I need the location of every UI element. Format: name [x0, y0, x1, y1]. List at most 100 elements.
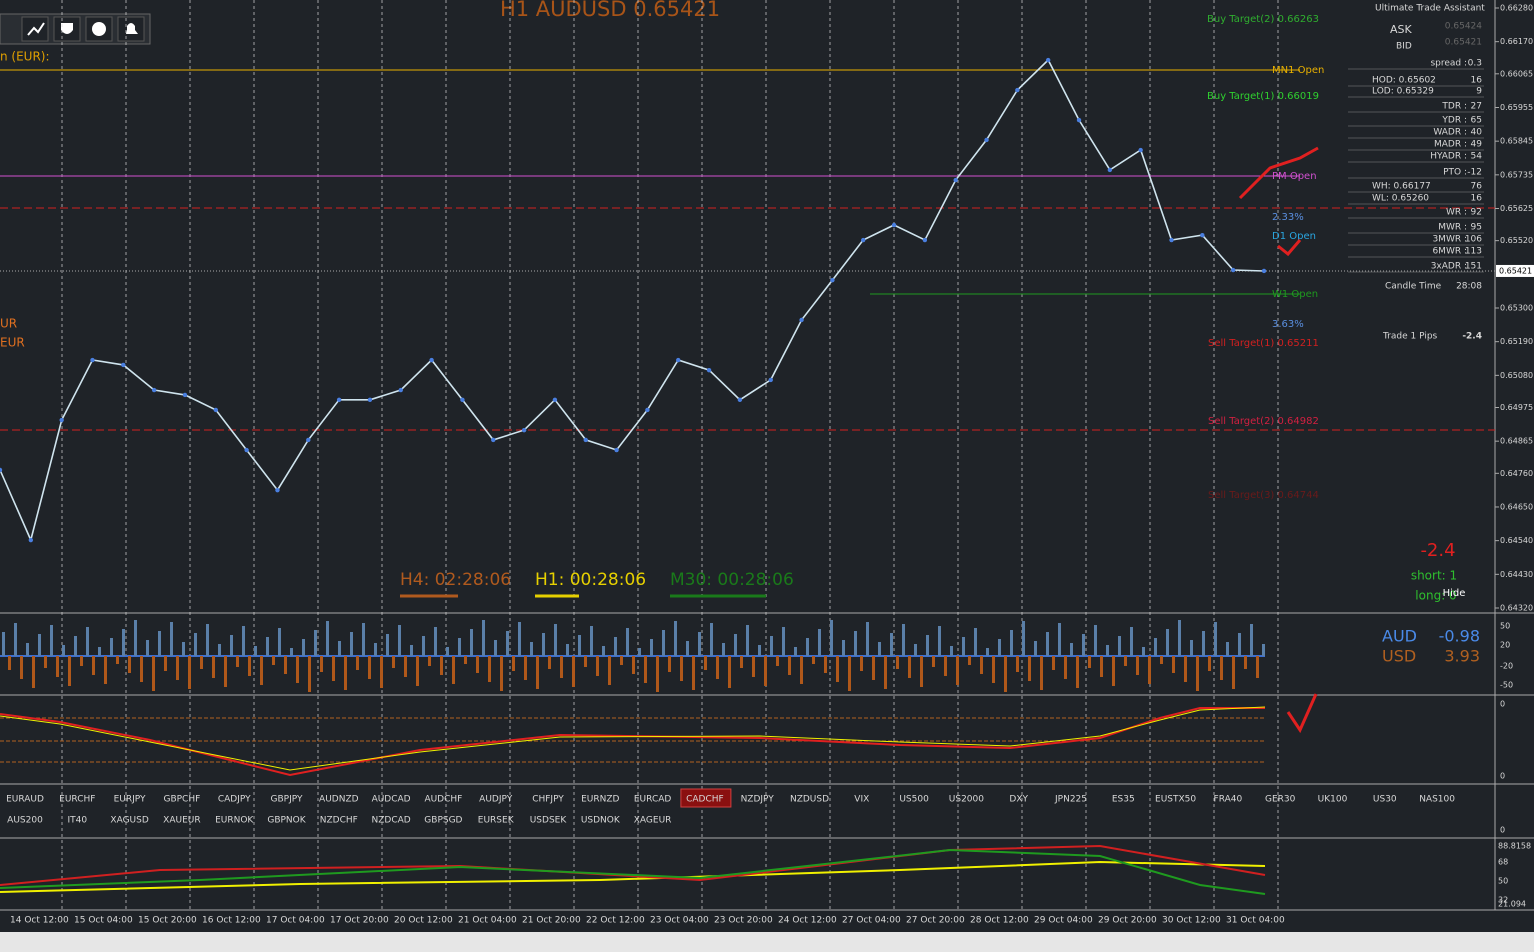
stat-value: 16: [1471, 76, 1483, 86]
symbol-button[interactable]: XAGEUR: [634, 816, 672, 826]
annotation-deco: [1286, 693, 1318, 734]
y-tick-label: 0.65520: [1500, 236, 1533, 245]
hist-bar-deco: [326, 621, 329, 656]
symbol-button[interactable]: ES35: [1112, 795, 1135, 805]
hist-bar-deco: [896, 656, 899, 669]
symbol-button[interactable]: GBPSGD: [424, 816, 462, 826]
symbol-button[interactable]: CADCHF: [686, 795, 724, 805]
symbol-button[interactable]: EURNZD: [581, 795, 619, 805]
symbol-button[interactable]: NZDCAD: [371, 816, 410, 826]
grid: 14 Oct 12:00 15 Oct 04:00 15 Oct 20:00 16 O…: [10, 0, 1285, 926]
symbol-button[interactable]: IT40: [67, 816, 87, 826]
stat-value: -12: [1467, 168, 1482, 178]
hist-bar-deco: [686, 641, 689, 656]
symbol-button[interactable]: AUDNZD: [319, 795, 359, 805]
hist-bar-deco: [662, 630, 665, 656]
hist-bar-deco: [368, 656, 371, 679]
hist-bar-deco: [266, 637, 269, 656]
hide-button[interactable]: Hide: [1443, 588, 1466, 599]
symbol-button[interactable]: AUDCAD: [372, 795, 411, 805]
level-label: PM Open: [1272, 171, 1317, 182]
hist-bar-deco: [812, 656, 815, 664]
hist-bar-deco: [416, 656, 419, 686]
time-label: 24 Oct 12:00: [778, 916, 837, 926]
symbol-button[interactable]: VIX: [854, 795, 869, 805]
hist-bar-deco: [764, 656, 767, 686]
y-tick-label: 0.65300: [1500, 304, 1533, 313]
symbol-button[interactable]: CHFJPY: [532, 795, 564, 805]
hist-bar-deco: [1238, 633, 1241, 656]
symbol-button[interactable]: UK100: [1318, 795, 1348, 805]
hist-bar-deco: [752, 656, 755, 677]
symbol-button[interactable]: USDSEK: [530, 816, 568, 826]
symbol-button[interactable]: US30: [1373, 795, 1397, 805]
symbol-button[interactable]: JPN225: [1054, 795, 1087, 805]
hist-bar-deco: [878, 642, 881, 656]
symbol-button[interactable]: XAUEUR: [163, 816, 200, 826]
time-label: 15 Oct 20:00: [138, 916, 197, 926]
stat-value: 40: [1471, 128, 1483, 138]
symbol-button[interactable]: NAS100: [1419, 795, 1455, 805]
symbol-button[interactable]: DXY: [1009, 795, 1028, 805]
hist-bar-deco: [710, 623, 713, 656]
symbol-button[interactable]: XAGUSD: [110, 816, 148, 826]
hist-bar-deco: [572, 656, 575, 687]
hist-bar-deco: [224, 656, 227, 687]
symbol-button[interactable]: EURAUD: [6, 795, 44, 805]
symbol-button[interactable]: NZDCHF: [320, 816, 358, 826]
symbol-button[interactable]: GBPJPY: [271, 795, 303, 805]
hist-bar-deco: [350, 632, 353, 656]
hist-bar-deco: [140, 656, 143, 682]
price-point: [953, 177, 958, 183]
symbol-button[interactable]: NZDJPY: [741, 795, 775, 805]
hist-bar-deco: [206, 624, 209, 656]
panel-tick: 50: [1500, 622, 1510, 631]
hist-bar-deco: [98, 647, 101, 656]
hist-bar-deco: [890, 633, 893, 656]
hist-bar-deco: [1142, 647, 1145, 656]
hist-bar-deco: [782, 627, 785, 656]
hist-bar-deco: [518, 622, 521, 656]
hist-bar-deco: [1088, 656, 1091, 668]
symbol-button[interactable]: NZDUSD: [790, 795, 829, 805]
symbol-button[interactable]: US2000: [949, 795, 984, 805]
hist-bar-deco: [290, 648, 293, 656]
symbol-button[interactable]: EURJPY: [114, 795, 146, 805]
hist-bar-deco: [788, 656, 791, 675]
hist-bar-deco: [1034, 641, 1037, 656]
symbol-button[interactable]: EURCHF: [59, 795, 95, 805]
symbol-button[interactable]: GER30: [1265, 795, 1296, 805]
symbol-button[interactable]: AUDJPY: [479, 795, 513, 805]
hist-bar-deco: [1070, 643, 1073, 656]
symbol-button[interactable]: EURCAD: [634, 795, 672, 805]
symbol-button[interactable]: EUSTX50: [1155, 795, 1196, 805]
hist-bar-deco: [1094, 625, 1097, 656]
hist-bar-deco: [938, 626, 941, 656]
symbol-button[interactable]: USDNOK: [581, 816, 621, 826]
hist-bar-deco: [980, 656, 983, 674]
symbol-button[interactable]: AUDCHF: [424, 795, 462, 805]
symbol-button[interactable]: GBPNOK: [267, 816, 306, 826]
hist-bar-deco: [926, 635, 929, 656]
hist-bar-deco: [800, 656, 803, 684]
panel-tick: 88.8158: [1498, 842, 1531, 851]
stat-value: -2.4: [1462, 332, 1482, 342]
hist-bar-deco: [1082, 634, 1085, 656]
hist-bar-deco: [1172, 656, 1175, 673]
symbol-button[interactable]: FRA40: [1214, 795, 1243, 805]
time-label: 31 Oct 04:00: [1226, 916, 1285, 926]
hist-bar-deco: [116, 656, 119, 664]
symbol-button[interactable]: CADJPY: [218, 795, 251, 805]
hist-bar-deco: [548, 656, 551, 669]
symbol-button[interactable]: US500: [899, 795, 929, 805]
symbol-button[interactable]: EURNOK: [215, 816, 254, 826]
hist-bar-deco: [446, 647, 449, 656]
price-point: [275, 487, 280, 493]
hist-bar-deco: [146, 640, 149, 656]
hist-bar-deco: [332, 656, 335, 681]
symbol-button[interactable]: GBPCHF: [163, 795, 200, 805]
symbol-button[interactable]: AUS200: [7, 816, 43, 826]
time-label: 17 Oct 20:00: [330, 916, 389, 926]
symbol-button[interactable]: EURSEK: [478, 816, 515, 826]
hist-bar-deco: [428, 656, 431, 666]
